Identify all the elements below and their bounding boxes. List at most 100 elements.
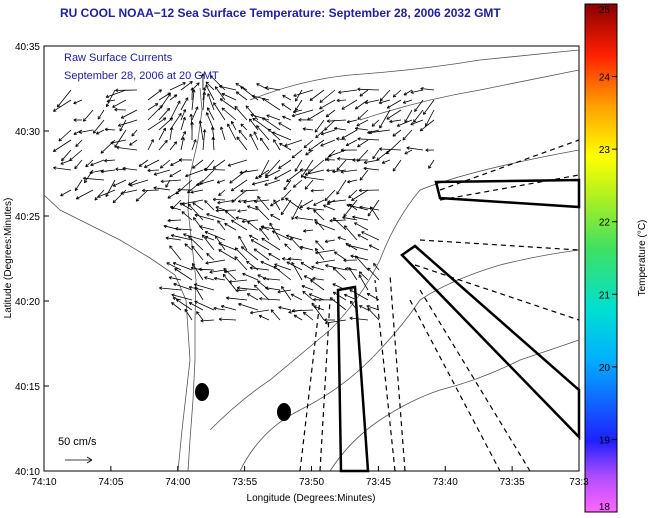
overlay-line1: Raw Surface Currents [64,52,173,64]
current-vector [392,129,402,137]
current-vector [284,243,292,251]
current-vector [114,129,127,148]
current-vector-head [386,150,388,155]
current-vector-head [212,136,215,140]
current-vector-head [112,104,115,108]
current-vector [202,91,205,111]
current-vector-head [315,260,319,264]
current-vector-head [326,157,330,160]
current-vector-head [300,246,303,250]
current-vector-head [215,86,219,89]
current-vector-head [60,193,63,197]
current-vector-head [206,112,210,115]
current-vector [179,202,193,211]
current-vector [326,169,336,171]
current-vector [350,255,369,261]
current-vector-head [185,176,189,178]
current-vector [348,267,358,281]
current-vector [371,119,380,127]
current-vector-head [226,296,230,299]
current-vector-head [52,148,56,152]
current-vector-head [284,243,288,246]
current-vector [315,240,325,251]
current-vector [153,169,171,175]
current-vector [194,286,204,301]
current-vector-head [352,159,356,162]
current-vector [272,131,292,141]
current-vector-head [286,261,289,265]
current-vector [218,242,237,251]
current-vector-head [153,186,157,189]
current-vector [355,127,369,131]
current-vector-head [259,175,263,179]
current-vector-head [218,192,220,196]
current-vector [189,302,204,311]
current-vector-head [192,89,195,93]
current-vector-head [85,163,87,167]
x-tick-label: 73:50 [299,477,324,488]
current-vector-head [291,115,295,118]
current-vector-head [372,157,376,160]
current-vector [213,307,226,311]
current-vector [291,293,303,301]
current-vector-head [246,260,249,265]
current-vector-head [234,256,236,260]
current-vector-head [188,236,190,240]
current-vector-head [278,165,281,169]
current-vector-head [361,231,364,235]
current-vector [386,109,402,120]
current-vector [314,248,325,261]
current-vector-head [268,128,272,131]
current-vector [204,200,215,211]
current-vector-head [218,249,221,253]
current-vector-head [90,162,93,166]
current-vector-head [73,100,76,104]
current-vector-head [215,210,219,213]
current-vector-head [122,167,126,171]
current-vector-head [182,131,186,134]
current-vector [341,99,358,110]
current-vector-head [325,264,328,268]
current-vector-head [379,147,383,150]
current-vector [288,258,303,261]
current-vector-head [272,132,275,135]
current-vector [381,159,391,164]
current-vector-head [367,132,371,135]
current-vector-head [227,165,231,167]
current-vector [357,149,369,162]
current-vector-head [299,169,303,172]
current-vector-head [304,146,308,149]
current-vector-head [259,227,263,230]
current-vector [249,234,259,241]
colorbar-tick-label: 19 [599,435,611,446]
current-vector-head [303,275,307,279]
current-vector-head [332,217,335,221]
current-vector-head [363,167,367,171]
current-vector [158,92,171,101]
current-vector-head [73,119,77,122]
current-vector-head [357,160,361,162]
current-vector-head [355,255,359,258]
current-vector-head [356,123,359,127]
current-vector [74,179,83,191]
current-vector-head [333,127,337,131]
current-vector-head [266,115,270,118]
current-vector [78,129,94,133]
current-vector [172,297,182,301]
current-vector [158,108,170,121]
current-vector-head [366,305,370,307]
current-vector-head [264,87,268,90]
current-vector-head [204,129,207,133]
current-vector [349,203,358,211]
current-vector [196,179,215,186]
current-vector-head [303,229,307,232]
current-vector-head [202,234,206,237]
current-vector-head [187,189,189,194]
current-vector-head [75,145,79,147]
current-vector [301,285,314,291]
current-vector-head [281,286,285,289]
current-vector-head [378,102,382,105]
current-vector [315,129,325,139]
current-vector-head [419,128,422,132]
current-vector-head [60,161,64,165]
